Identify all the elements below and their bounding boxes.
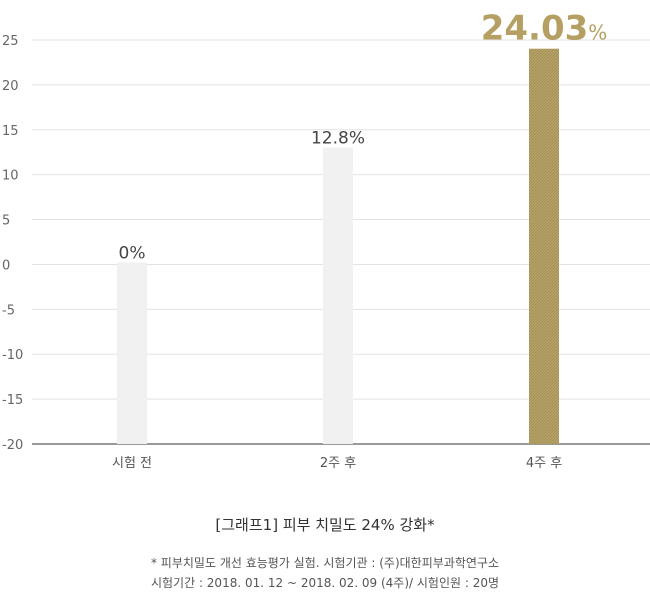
chart-caption-period: 시험기간 : 2018. 01. 12 ~ 2018. 02. 09 (4주)/… [150,576,500,590]
x-tick-label: 시험 전 [112,456,152,471]
y-tick-label: -15 [2,393,23,408]
chart-caption-title: [그래프1] 피부 치밀도 24% 강화* [215,516,435,534]
data-label: 0% [119,243,146,263]
y-tick-label: 0 [2,258,10,273]
data-labels: 0% 12.8% 24.03% [119,9,608,264]
chart-caption-note: * 피부치밀도 개선 효능평가 실험. 시험기관 : (주)대한피부과학연구소 [150,556,499,570]
y-tick-label: -5 [2,303,15,318]
y-tick-label: -10 [2,348,23,363]
x-tick-label: 4주 후 [526,456,562,471]
data-label: 24.03% [481,9,608,49]
y-tick-label: -20 [2,438,23,453]
bar [529,48,559,445]
bar [323,147,353,445]
y-tick-label: 15 [2,124,19,139]
y-tick-label: 10 [2,169,19,184]
x-tick-labels: 시험 전 2주 후 4주 후 [112,456,562,471]
y-tick-label: 5 [2,214,10,229]
bars [117,48,559,445]
y-tick-label: 20 [2,79,19,94]
data-label-unit: % [588,21,607,45]
data-label: 12.8% [311,129,365,149]
bar-chart: 25 20 15 10 5 0 -5 -10 -15 -20 0% 12.8% 24.03% 시험 전… [2,9,650,471]
y-tick-label: 25 [2,34,19,49]
x-tick-label: 2주 후 [320,456,356,471]
bar [117,262,147,444]
y-tick-labels: 25 20 15 10 5 0 -5 -10 -15 -20 [2,34,23,453]
